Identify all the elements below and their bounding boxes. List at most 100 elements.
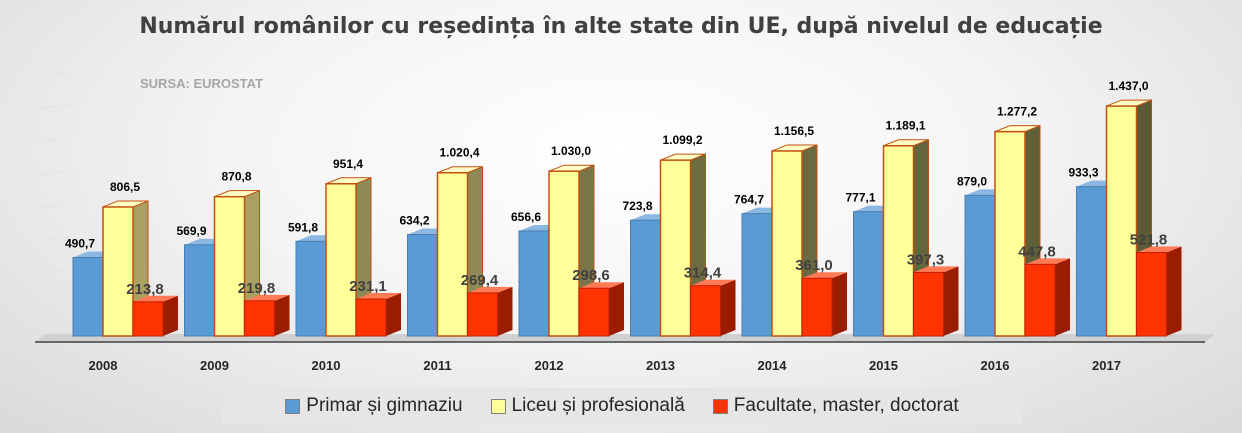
bar-front: [1105, 105, 1138, 337]
x-tick-label-2009: 2009: [200, 358, 229, 373]
data-label-primar-2010: 591,8: [288, 220, 318, 234]
bar-front: [659, 159, 692, 337]
legend-swatch-primar: [285, 398, 301, 414]
bar-side: [832, 272, 847, 336]
grid-line: [33, 269, 71, 275]
bar-front: [184, 244, 215, 337]
bar-top: [356, 293, 401, 300]
bar-facultate-master-doctorat-2017: [1136, 246, 1182, 337]
bar-side: [1055, 258, 1070, 336]
data-label-liceu-2016: 1.277,2: [997, 105, 1037, 119]
bar-facultate-master-doctorat-2010: [355, 293, 401, 337]
bar-side: [1166, 246, 1182, 336]
bar-top: [802, 272, 847, 279]
x-tick-label-2012: 2012: [535, 358, 564, 373]
bar-facultate-master-doctorat-2011: [467, 286, 513, 337]
bar-front: [436, 171, 469, 337]
bar-facultate-master-doctorat-2015: [913, 266, 959, 337]
data-label-primar-2011: 634,2: [399, 214, 429, 228]
bar-front: [213, 195, 246, 337]
data-label-liceu-2012: 1.030,0: [551, 144, 591, 158]
bar-front: [882, 144, 915, 337]
bar-side: [497, 286, 513, 336]
data-label-primar-2013: 723,8: [622, 199, 652, 213]
x-tick-label-2015: 2015: [869, 358, 898, 373]
grid-line: [33, 104, 71, 110]
x-tick-label-2011: 2011: [423, 358, 451, 373]
legend-item-primar: Primar și gimnaziu: [285, 395, 463, 417]
bar-front: [913, 271, 944, 337]
bar-facultate-master-doctorat-2008: [132, 295, 178, 337]
bar-front: [578, 287, 610, 337]
data-label-primar-2009: 569,9: [176, 224, 206, 238]
chart-legend: Primar și gimnaziu Liceu și profesională…: [222, 388, 1022, 424]
data-label-liceu-2017: 1.437,0: [1108, 79, 1148, 93]
data-label-liceu-2013: 1.099,2: [662, 133, 702, 147]
data-label-facultate-2012: 298,6: [572, 267, 610, 284]
data-label-facultate-2015: 397,3: [907, 251, 945, 268]
bar-front: [295, 240, 327, 337]
bar-facultate-master-doctorat-2014: [801, 272, 847, 337]
bar-front: [102, 206, 134, 337]
bar-facultate-master-doctorat-2016: [1024, 258, 1070, 337]
grid-line: [33, 170, 71, 176]
bar-top: [133, 295, 178, 302]
bar-side: [720, 279, 736, 336]
grid-line: [33, 302, 71, 308]
bar-front: [853, 211, 884, 337]
bar-top: [244, 294, 290, 301]
legend-item-facultate: Facultate, master, doctorat: [712, 395, 959, 417]
bar-front: [325, 183, 357, 337]
bar-side: [943, 266, 959, 336]
data-label-primar-2014: 764,7: [734, 193, 764, 207]
legend-swatch-liceu: [490, 398, 506, 414]
bar-top: [913, 266, 959, 273]
grid-line: [33, 137, 71, 143]
x-tick-label-2013: 2013: [646, 358, 675, 373]
data-label-primar-2015: 777,1: [845, 191, 875, 205]
data-label-primar-2012: 656,6: [511, 210, 541, 224]
bar-side: [609, 282, 624, 336]
bar-front: [548, 170, 580, 337]
bar-facultate-master-doctorat-2013: [690, 279, 736, 337]
bar-front: [964, 194, 996, 337]
bar-facultate-master-doctorat-2012: [578, 282, 624, 337]
bar-top: [1136, 246, 1182, 253]
bar-front: [690, 285, 721, 337]
bar-front: [518, 230, 550, 337]
bar-facultate-master-doctorat-2009: [244, 294, 290, 337]
legend-item-liceu: Liceu și profesională: [490, 395, 685, 417]
chart-title: Numărul românilor cu reședința în alte s…: [139, 14, 1103, 39]
data-label-primar-2017: 933,3: [1068, 166, 1098, 180]
data-label-liceu-2011: 1.020,4: [439, 146, 479, 160]
legend-label-primar: Primar și gimnaziu: [306, 395, 463, 416]
data-label-liceu-2008: 806,5: [110, 180, 140, 194]
bar-top: [690, 279, 736, 286]
legend-swatch-facultate: [712, 398, 728, 414]
bar-front: [771, 150, 803, 337]
bar-front: [630, 219, 661, 337]
x-tick-label-2016: 2016: [981, 358, 1010, 373]
bar-front: [994, 130, 1026, 337]
grid-line: [33, 71, 71, 77]
bar-front: [1136, 252, 1167, 337]
bar-front: [467, 292, 498, 337]
bar-front: [407, 234, 438, 337]
bar-side: [386, 293, 401, 336]
bar-front: [801, 277, 833, 337]
legend-label-liceu: Liceu și profesională: [511, 395, 685, 416]
chart-source: SURSA: EUROSTAT: [140, 76, 264, 91]
x-tick-label-2014: 2014: [758, 358, 788, 373]
data-label-primar-2008: 490,7: [65, 236, 95, 250]
data-label-liceu-2009: 870,8: [221, 170, 251, 184]
bar-front: [1024, 263, 1056, 337]
bar-top: [579, 282, 624, 289]
bar-top: [467, 286, 513, 293]
bar-front: [1076, 186, 1107, 337]
data-label-facultate-2011: 269,4: [461, 272, 499, 289]
bar-front: [132, 301, 164, 337]
bar-side: [274, 294, 290, 336]
bar-front: [244, 300, 275, 337]
